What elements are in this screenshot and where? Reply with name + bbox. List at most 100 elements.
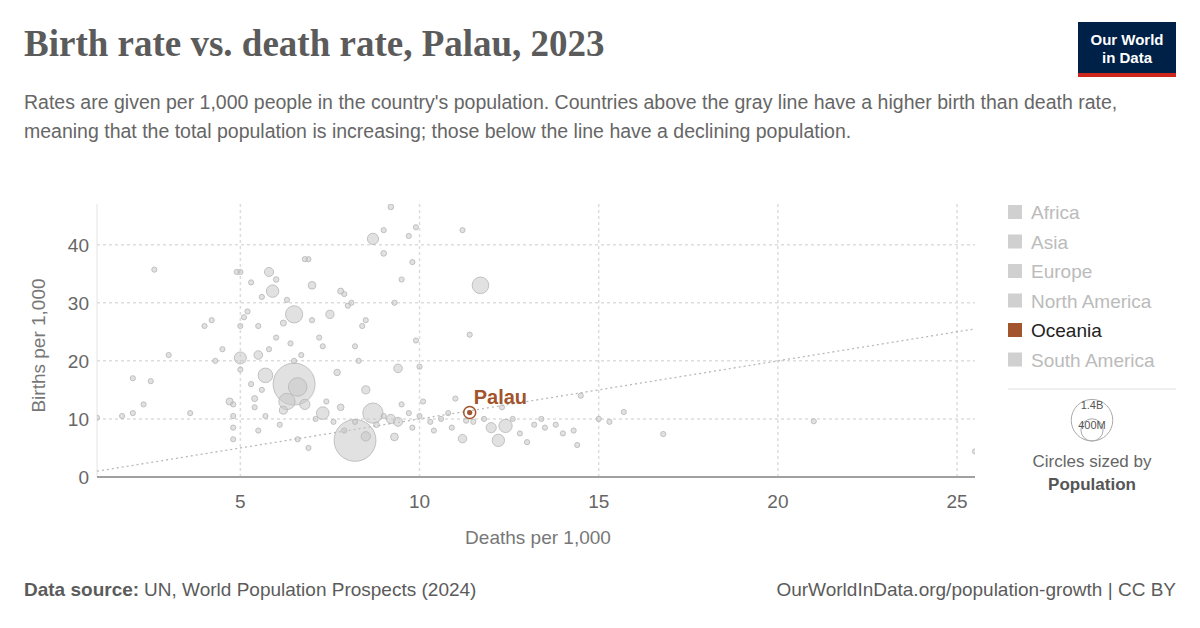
country-point: [553, 422, 558, 427]
size-legend-label: 1.4B: [1081, 399, 1104, 411]
y-tick-label: 20: [68, 351, 89, 372]
country-point: [560, 431, 565, 436]
highlight-label: Palau: [474, 386, 527, 408]
country-point: [374, 422, 380, 428]
country-point: [316, 407, 329, 420]
country-point: [285, 306, 302, 323]
country-point: [254, 351, 263, 360]
country-point: [308, 281, 316, 289]
x-tick-label: 20: [767, 491, 788, 512]
country-point: [130, 376, 135, 381]
size-legend-variable: Population: [1048, 475, 1136, 494]
title: Birth rate vs. death rate, Palau, 2023: [24, 22, 605, 65]
country-point: [352, 344, 357, 349]
y-grid-line: [97, 244, 975, 246]
source-label: Data source:: [24, 579, 139, 600]
country-point: [306, 445, 311, 450]
country-point: [363, 318, 368, 323]
x-tick-label: 10: [409, 491, 430, 512]
country-point: [264, 267, 273, 276]
country-point: [360, 323, 365, 328]
legend-swatch: [1008, 235, 1022, 249]
country-point: [413, 225, 418, 230]
logo: Our Worldin Data: [1078, 22, 1176, 77]
country-point: [274, 335, 279, 340]
size-legend-label: 400M: [1078, 419, 1106, 431]
country-point: [467, 332, 472, 337]
x-grid-line: [419, 204, 421, 477]
country-point: [241, 315, 246, 320]
chart: 510152025010203040Deaths per 1,000Births…: [0, 0, 1200, 628]
country-point: [492, 434, 504, 446]
country-point: [258, 368, 273, 383]
country-point: [388, 204, 394, 210]
country-point: [141, 402, 146, 407]
country-point: [266, 347, 271, 352]
legend-label: North America: [1031, 291, 1152, 312]
country-point: [277, 422, 282, 427]
country-point: [209, 318, 214, 323]
country-point: [309, 318, 314, 323]
legend-label: Europe: [1031, 261, 1092, 282]
country-point: [352, 419, 357, 424]
country-point: [288, 378, 307, 397]
country-point: [571, 428, 576, 433]
country-point: [578, 393, 583, 398]
country-point: [349, 300, 354, 305]
country-point: [413, 338, 418, 343]
country-point: [361, 432, 370, 441]
country-point: [148, 379, 153, 384]
y-tick-label: 30: [68, 293, 89, 314]
country-point: [231, 413, 236, 418]
country-point: [342, 428, 347, 433]
country-point: [381, 413, 386, 418]
country-point: [259, 294, 264, 299]
x-tick-label: 5: [235, 491, 246, 512]
legend: AfricaAsiaEuropeNorth AmericaOceaniaSout…: [1008, 202, 1176, 494]
country-point: [542, 425, 547, 430]
country-point: [248, 381, 253, 386]
country-point: [238, 367, 243, 372]
highlight-ring: [464, 407, 476, 419]
country-point: [381, 250, 387, 256]
country-point: [288, 341, 293, 346]
y-grid-line: [97, 360, 975, 362]
country-point: [524, 440, 529, 445]
country-point: [381, 228, 386, 233]
country-point: [334, 369, 340, 375]
country-point: [486, 423, 496, 433]
subtitle: Rates are given per 1,000 people in the …: [24, 88, 1174, 145]
country-point: [499, 419, 512, 432]
legend-label: Oceania: [1031, 320, 1102, 341]
country-point: [331, 419, 336, 424]
country-point: [532, 422, 537, 427]
logo-text: in Data: [1102, 49, 1153, 66]
country-point: [256, 428, 261, 433]
country-point: [410, 259, 415, 264]
country-point: [213, 358, 218, 363]
country-point: [266, 285, 278, 297]
country-point: [300, 399, 310, 409]
x-tick-label: 15: [588, 491, 609, 512]
country-point: [166, 352, 171, 357]
country-point: [202, 323, 207, 328]
legend-swatch: [1008, 264, 1022, 278]
logo-bar: [1078, 73, 1176, 77]
legend-label: Asia: [1031, 232, 1068, 253]
country-point: [259, 387, 264, 392]
country-point: [188, 411, 193, 416]
country-point: [234, 269, 239, 274]
y-axis-label: Births per 1,000: [28, 278, 49, 412]
country-point: [481, 416, 486, 421]
country-point: [299, 352, 304, 357]
country-point: [394, 364, 403, 373]
country-point: [446, 411, 451, 416]
country-point: [811, 419, 816, 424]
country-point: [362, 386, 370, 394]
country-point: [231, 437, 236, 442]
country-point: [363, 403, 383, 423]
x-axis-label: Deaths per 1,000: [465, 527, 611, 548]
y-grid-line: [97, 418, 975, 420]
country-point: [406, 233, 411, 238]
country-point: [428, 419, 433, 424]
